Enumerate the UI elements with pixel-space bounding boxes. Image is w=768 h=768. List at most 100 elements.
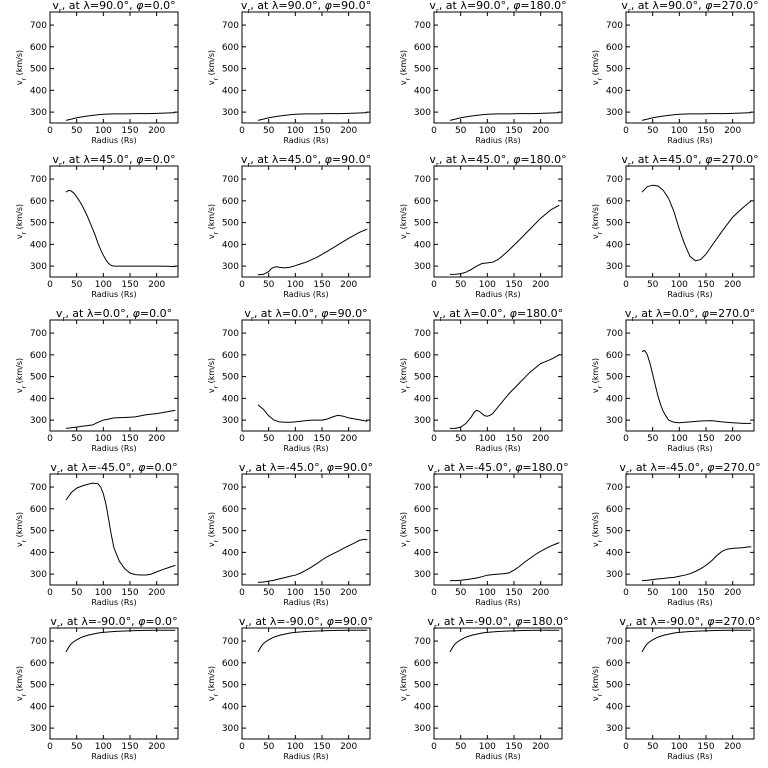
data-series-line (450, 542, 560, 582)
y-tick-label: 300 (222, 724, 239, 734)
y-tick-label: 700 (222, 21, 239, 31)
x-tick-label: 100 (287, 434, 304, 444)
x-tick-label: 50 (263, 126, 275, 136)
plot-title: vr, at λ=-90.0°, φ=0.0° (50, 615, 177, 631)
y-tick-label: 700 (414, 637, 431, 647)
data-series-line (641, 184, 752, 262)
plot-title: vr, at λ=0.0°, φ=90.0° (244, 307, 367, 323)
x-tick-label: 150 (697, 434, 714, 444)
y-tick-label: 400 (30, 240, 47, 250)
x-tick-label: 150 (313, 588, 330, 598)
y-tick-label: 700 (30, 175, 47, 185)
y-tick-label: 300 (30, 262, 47, 272)
y-tick-label: 300 (30, 724, 47, 734)
plot-title: vr, at λ=45.0°, φ=270.0° (621, 153, 758, 169)
data-series-line (449, 112, 560, 121)
data-series-line (449, 629, 560, 653)
x-tick-label: 150 (121, 742, 138, 752)
y-tick-label: 400 (414, 86, 431, 96)
y-tick-label: 500 (222, 527, 239, 537)
y-tick-label: 600 (606, 659, 623, 669)
y-tick-label: 400 (606, 86, 623, 96)
x-tick-label: 0 (239, 126, 245, 136)
plot-frame (241, 11, 371, 124)
y-tick-label: 500 (414, 681, 431, 691)
x-tick-label: 200 (340, 280, 357, 290)
data-series-line (257, 629, 368, 653)
y-tick-label: 600 (30, 659, 47, 669)
x-axis-label: Radius (Rs) (91, 136, 136, 145)
x-tick-label: 200 (532, 126, 549, 136)
x-tick-label: 200 (148, 434, 165, 444)
plot-title: vr, at λ=-45.0°, φ=90.0° (239, 461, 373, 477)
x-tick-label: 100 (287, 280, 304, 290)
y-axis-label: vr (km/s) (399, 50, 412, 85)
plot-frame (625, 165, 755, 278)
subplot: vr, at λ=-90.0°, φ=90.0° 0 50 100 150 200 300 4… (207, 615, 373, 761)
y-tick-label: 700 (606, 483, 623, 493)
y-tick-label: 500 (30, 219, 47, 229)
data-series-line (450, 354, 560, 429)
x-tick-label: 0 (239, 588, 245, 598)
y-tick-label: 400 (222, 702, 239, 712)
x-tick-label: 150 (697, 742, 714, 752)
subplot: vr, at λ=-45.0°, φ=0.0° 0 50 100 150 200 300 40… (15, 461, 179, 607)
x-axis-label: Radius (Rs) (475, 444, 520, 453)
subplot: vr, at λ=0.0°, φ=0.0° 0 50 100 150 200 300 400 5… (15, 307, 179, 453)
x-tick-label: 100 (671, 742, 688, 752)
x-tick-label: 100 (95, 434, 112, 444)
x-tick-label: 150 (697, 126, 714, 136)
y-tick-label: 300 (30, 416, 47, 426)
plot-frame (241, 473, 371, 586)
x-tick-label: 200 (724, 280, 741, 290)
x-tick-label: 50 (263, 588, 275, 598)
y-axis-label: vr (km/s) (15, 50, 28, 85)
plot-title: vr, at λ=45.0°, φ=0.0° (52, 153, 175, 169)
x-tick-label: 50 (647, 742, 659, 752)
x-tick-label: 0 (623, 434, 629, 444)
x-tick-label: 200 (532, 742, 549, 752)
plot-frame (49, 319, 179, 432)
x-tick-label: 150 (697, 280, 714, 290)
plot-title: vr, at λ=45.0°, φ=180.0° (429, 153, 566, 169)
y-axis-label: vr (km/s) (15, 512, 28, 547)
x-tick-label: 0 (47, 434, 53, 444)
y-tick-label: 500 (414, 373, 431, 383)
x-tick-label: 150 (121, 588, 138, 598)
x-tick-label: 100 (671, 588, 688, 598)
plot-title: vr, at λ=0.0°, φ=180.0° (433, 307, 563, 323)
x-tick-label: 200 (340, 588, 357, 598)
x-axis-label: Radius (Rs) (283, 444, 328, 453)
y-tick-label: 400 (606, 702, 623, 712)
x-tick-label: 50 (455, 588, 467, 598)
subplot: vr, at λ=45.0°, φ=270.0° 0 50 100 150 200 300 4… (591, 153, 759, 299)
x-tick-label: 0 (239, 742, 245, 752)
x-tick-label: 150 (505, 742, 522, 752)
x-tick-label: 150 (505, 434, 522, 444)
data-series-line (257, 404, 368, 423)
y-tick-label: 400 (222, 394, 239, 404)
x-tick-label: 150 (697, 588, 714, 598)
y-tick-label: 500 (606, 527, 623, 537)
subplot: vr, at λ=-90.0°, φ=180.0° 0 50 100 150 200 300… (399, 615, 569, 761)
data-series-line (65, 112, 176, 121)
x-tick-label: 200 (148, 588, 165, 598)
plot-frame (433, 11, 563, 124)
data-series-line (257, 112, 368, 121)
x-tick-label: 200 (148, 280, 165, 290)
x-tick-label: 100 (95, 588, 112, 598)
data-series-line (65, 189, 176, 268)
y-tick-label: 500 (414, 527, 431, 537)
y-tick-label: 300 (222, 570, 239, 580)
y-tick-label: 700 (30, 637, 47, 647)
y-axis-label: vr (km/s) (591, 50, 604, 85)
y-axis-label: vr (km/s) (15, 666, 28, 701)
y-tick-label: 300 (414, 570, 431, 580)
x-axis-label: Radius (Rs) (667, 290, 712, 299)
x-tick-label: 100 (287, 588, 304, 598)
y-tick-label: 400 (30, 548, 47, 558)
y-tick-label: 500 (606, 219, 623, 229)
x-tick-label: 100 (287, 742, 304, 752)
subplot: vr, at λ=-90.0°, φ=0.0° 0 50 100 150 200 300 40… (15, 615, 179, 761)
